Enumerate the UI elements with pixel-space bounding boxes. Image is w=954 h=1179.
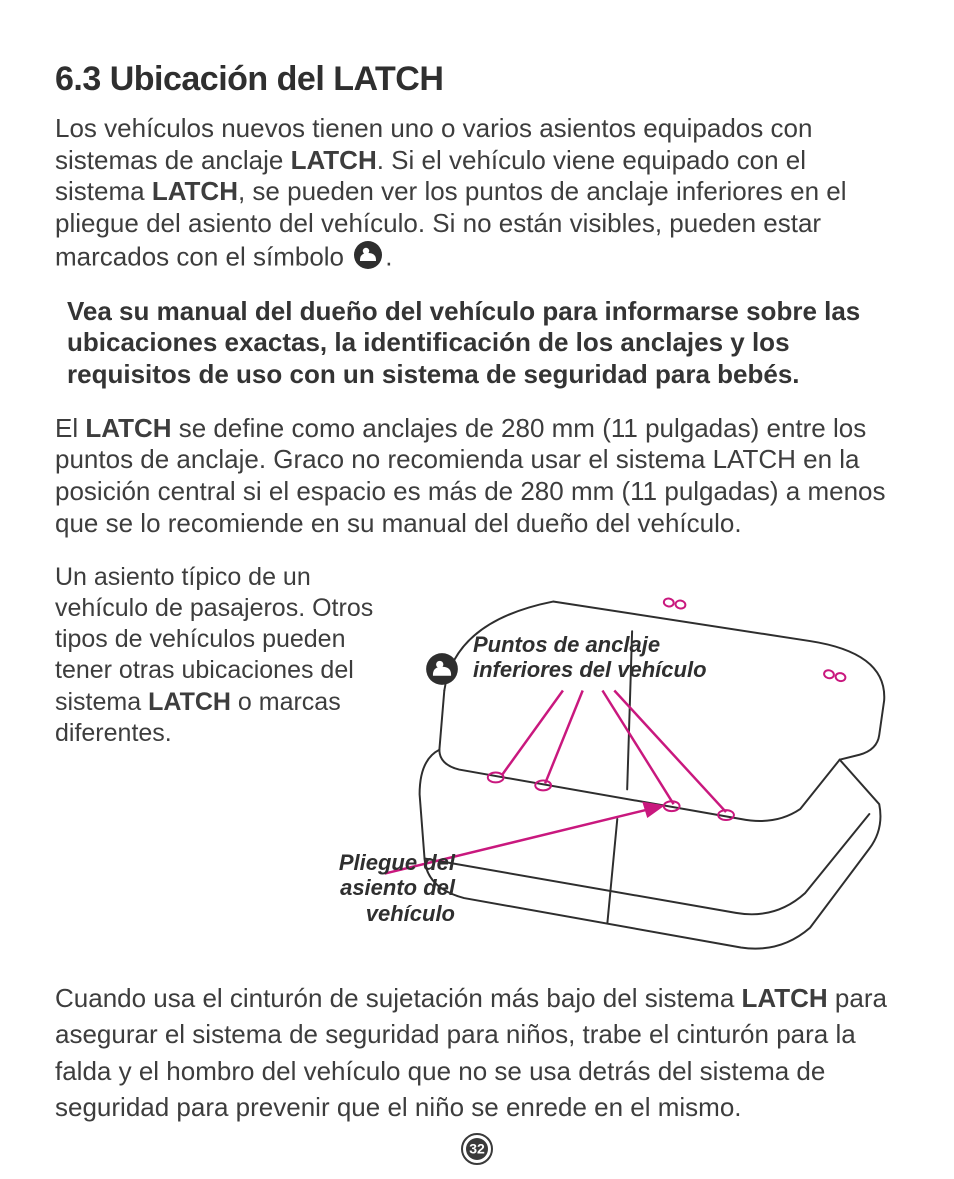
p4-latch: LATCH — [148, 688, 231, 716]
p1-tail: . — [385, 242, 392, 272]
p3-pre: El — [55, 413, 85, 443]
p3-rest: se define como anclajes de 280 mm (11 pu… — [55, 413, 886, 538]
callout-lower-seat-bight: Pliegue del asiento del vehículo — [295, 850, 455, 926]
p5-latch: LATCH — [742, 983, 828, 1013]
paragraph-2-bold: Vea su manual del dueño del vehículo par… — [55, 296, 899, 391]
section-heading: 6.3 Ubicación del LATCH — [55, 60, 899, 99]
p5-pre: Cuando usa el cinturón de sujetación más… — [55, 983, 742, 1013]
bench-seat-svg — [385, 562, 899, 957]
latch-symbol-icon-figure — [425, 652, 459, 691]
seat-figure-row: Un asiento típico de un vehículo de pasa… — [55, 562, 899, 962]
manual-page: 6.3 Ubicación del LATCH Los vehículos nu… — [0, 0, 954, 1179]
paragraph-1: Los vehículos nuevos tienen uno o varios… — [55, 113, 899, 278]
p1-latch-2: LATCH — [152, 176, 238, 206]
paragraph-5: Cuando usa el cinturón de sujetación más… — [55, 980, 899, 1126]
p3-latch: LATCH — [85, 413, 171, 443]
seat-diagram: Puntos de anclaje inferiores del vehícul… — [385, 562, 899, 962]
page-number-badge: 32 — [461, 1133, 493, 1165]
paragraph-3: El LATCH se define como anclajes de 280 … — [55, 413, 899, 540]
p1-latch-1: LATCH — [291, 145, 377, 175]
latch-symbol-icon — [353, 240, 383, 278]
page-number: 32 — [469, 1141, 485, 1157]
callout-upper-anchors: Puntos de anclaje inferiores del vehícul… — [473, 632, 713, 683]
